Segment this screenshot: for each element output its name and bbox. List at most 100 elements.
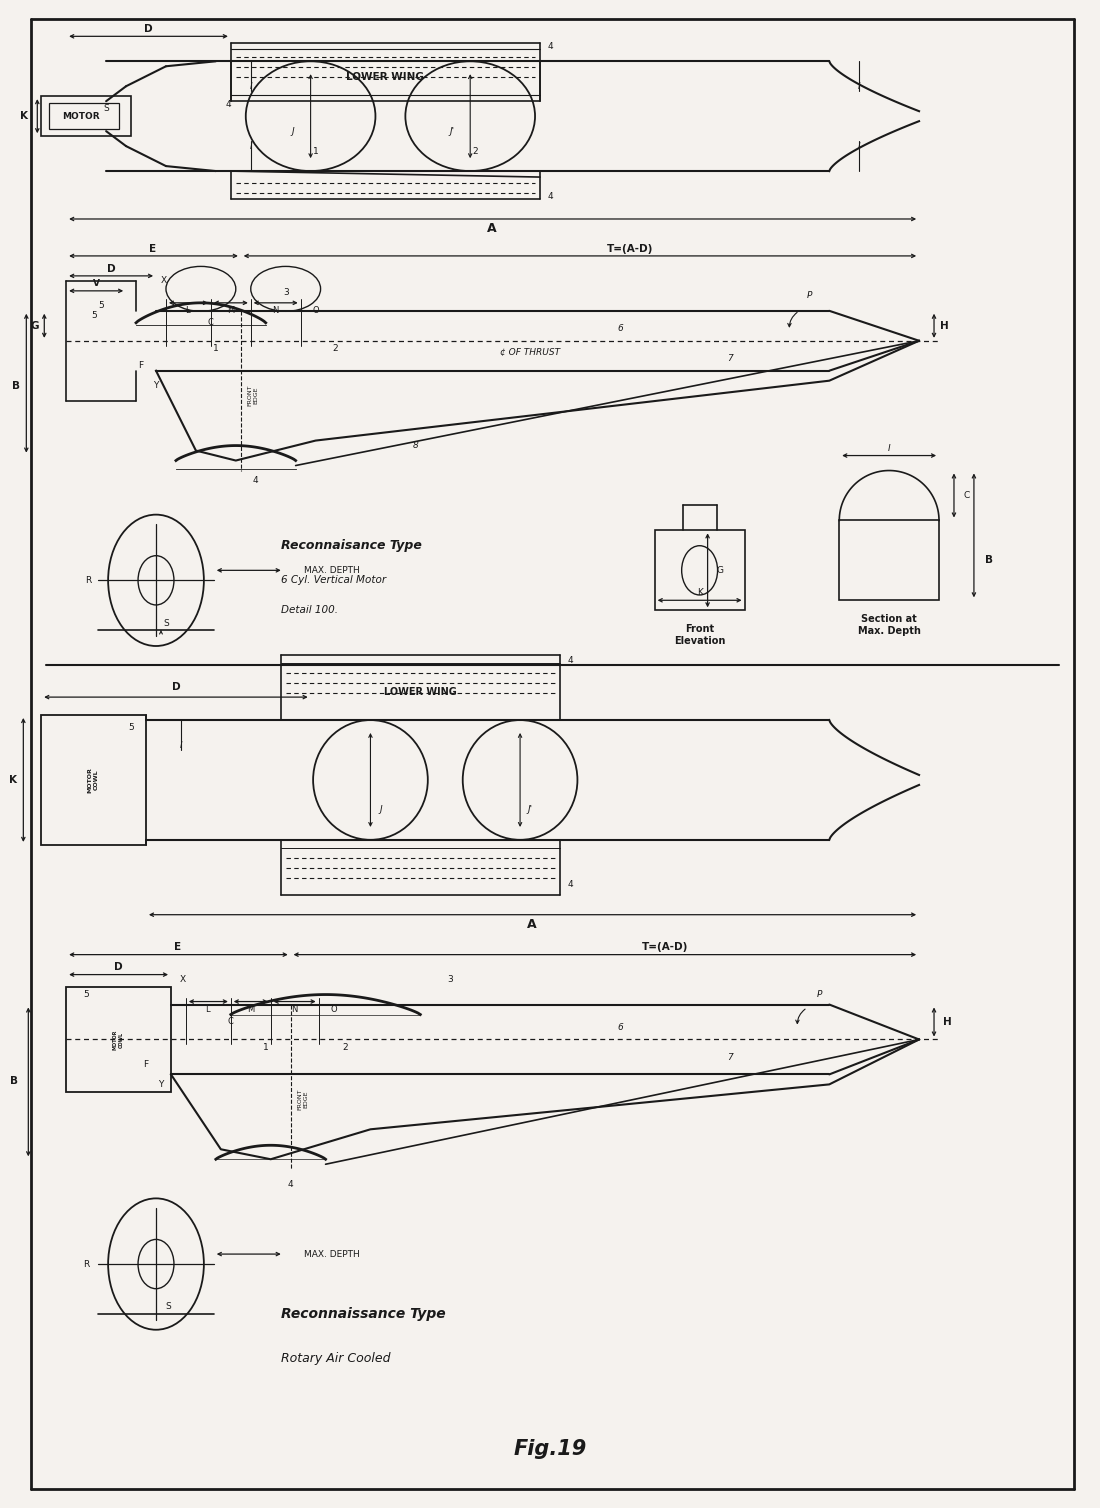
Text: Reconnaisance Type: Reconnaisance Type [280,538,421,552]
Text: 2: 2 [332,344,339,353]
Text: S: S [165,1303,170,1312]
Text: FRONT
EDGE: FRONT EDGE [297,1089,308,1110]
Text: G: G [716,566,723,575]
Text: 7: 7 [727,354,733,363]
Text: 6: 6 [617,324,623,333]
Text: 4: 4 [547,192,553,201]
Text: L: L [206,1004,210,1013]
Text: L: L [186,306,190,315]
Text: J': J' [528,805,532,814]
Text: S: S [163,618,168,627]
Text: T=(A-D): T=(A-D) [606,244,653,253]
Text: 4: 4 [226,100,232,109]
Text: FRONT
EDGE: FRONT EDGE [248,385,258,407]
Text: R: R [82,1259,89,1268]
Bar [50,103,119,130]
Text: D: D [172,682,180,692]
Bar [42,715,146,844]
Text: I: I [858,81,860,90]
Text: MOTOR
COWL: MOTOR COWL [88,768,99,793]
Text: P: P [816,991,822,1000]
Text: 4: 4 [288,1179,294,1188]
Text: 2: 2 [343,1044,349,1053]
Text: MOTOR: MOTOR [63,112,100,121]
Text: B: B [12,380,21,391]
Text: ¢ OF THRUST: ¢ OF THRUST [500,348,560,357]
Text: Section at
Max. Depth: Section at Max. Depth [858,614,921,636]
Text: Y: Y [158,1080,164,1089]
Text: V: V [92,279,100,288]
Text: 4: 4 [547,42,553,51]
Text: E: E [175,941,182,952]
Bar [66,986,170,1092]
Text: 5: 5 [91,311,97,320]
Text: 1: 1 [263,1044,268,1053]
Text: C: C [964,492,970,501]
Text: N: N [292,1004,298,1013]
Text: MAX. DEPTH: MAX. DEPTH [304,566,360,575]
Text: LOWER WING: LOWER WING [384,688,456,697]
Text: O: O [330,1004,337,1013]
Text: 5: 5 [129,722,134,731]
Text: I: I [858,142,860,151]
Text: X: X [161,276,167,285]
Text: J: J [292,127,294,136]
Text: MAX. DEPTH: MAX. DEPTH [304,1250,360,1259]
Bar [654,531,745,611]
Text: 6 Cyl. Vertical Motor: 6 Cyl. Vertical Motor [280,576,386,585]
Text: 1: 1 [312,146,319,155]
Text: G: G [30,321,38,330]
Text: O: O [312,306,319,315]
Text: Reconnaissance Type: Reconnaissance Type [280,1307,446,1321]
Text: A: A [487,223,497,235]
Text: B: B [10,1077,19,1086]
Text: B: B [984,555,993,566]
Text: 5: 5 [84,991,89,1000]
Text: 6: 6 [617,1022,623,1031]
Text: R: R [85,576,91,585]
Text: K: K [696,588,703,597]
Text: P: P [806,291,812,300]
Text: F: F [143,1060,148,1069]
Text: I: I [179,740,183,749]
Text: N: N [273,306,279,315]
Text: 5: 5 [98,302,104,311]
Text: I: I [888,443,891,452]
Text: 7: 7 [727,1053,733,1062]
Text: Front
Elevation: Front Elevation [674,624,725,645]
Text: A: A [527,918,537,930]
Text: J': J' [450,127,454,136]
Text: C: C [228,1016,233,1025]
Text: X: X [180,976,186,985]
Text: 4: 4 [568,881,573,890]
Text: H: H [943,1016,951,1027]
Text: Detail 100.: Detail 100. [280,605,338,615]
Text: F: F [139,362,144,371]
Text: M: M [248,1004,254,1013]
Text: K: K [10,775,18,786]
Text: 2: 2 [472,146,478,155]
Text: 4: 4 [253,477,258,486]
Text: K: K [20,112,29,121]
Text: M: M [228,306,234,315]
Text: Y: Y [153,382,158,391]
Bar [839,520,939,600]
Text: 3: 3 [448,976,453,985]
Text: T=(A-D): T=(A-D) [641,941,688,952]
Text: 3: 3 [283,288,288,297]
Text: C: C [208,318,213,327]
Text: 4: 4 [568,656,573,665]
Text: H: H [939,321,948,330]
Text: MOTOR
COWL: MOTOR COWL [112,1030,123,1050]
Text: D: D [107,264,116,274]
Text: LOWER WING: LOWER WING [346,72,425,83]
Text: I: I [250,81,252,90]
Text: 8: 8 [412,440,418,449]
Text: S: S [103,104,109,113]
Text: D: D [144,24,152,35]
Text: Rotary Air Cooled: Rotary Air Cooled [280,1353,390,1365]
Bar [42,97,131,136]
Text: 1: 1 [213,344,219,353]
Text: E: E [150,244,156,253]
Text: D: D [113,962,122,971]
